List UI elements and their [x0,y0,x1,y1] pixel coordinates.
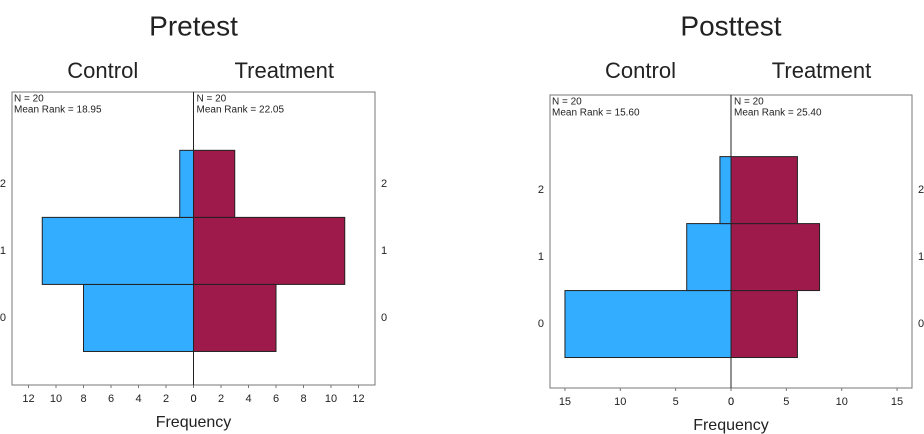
x-axis-label: Frequency [156,414,232,431]
y-tick-label: 0 [538,318,544,330]
x-tick-label: 15 [559,396,571,408]
y-tick-label: 0 [918,318,924,330]
x-tick-label: 4 [245,393,251,405]
x-tick-label: 8 [80,393,86,405]
group-label: Control [605,58,676,83]
bar [41,216,194,285]
y-tick-label: 1 [0,245,6,257]
x-tick-label: 5 [783,396,789,408]
group-label: Treatment [235,58,334,83]
x-tick-label: 2 [218,393,224,405]
bar [179,149,194,218]
bar [193,216,346,285]
annotation: N = 20 [734,97,764,108]
x-tick-label: 0 [728,396,734,408]
bar [193,283,277,352]
chart-title: Posttest [680,10,781,41]
bar [719,156,732,225]
x-tick-label: 12 [352,393,364,405]
y-tick-label: 0 [381,312,387,324]
annotation: Mean Rank = 25.40 [734,108,822,119]
x-tick-label: 12 [22,393,34,405]
annotation: Mean Rank = 18.95 [14,105,102,116]
y-tick-label: 2 [0,178,6,190]
bar [564,290,732,359]
y-tick-label: 1 [381,245,387,257]
chart-title: Pretest [149,10,238,41]
group-label: Control [67,58,138,83]
x-tick-label: 5 [673,396,679,408]
bar [730,223,821,292]
annotation: N = 20 [552,97,582,108]
y-tick-label: 1 [918,251,924,263]
x-tick-label: 2 [163,393,169,405]
x-tick-label: 10 [50,393,62,405]
bar [730,290,798,359]
x-tick-label: 10 [325,393,337,405]
annotation: Mean Rank = 15.60 [552,108,640,119]
annotation: N = 20 [197,94,227,105]
x-tick-label: 0 [190,393,196,405]
x-axis-label: Frequency [693,417,769,434]
annotation: N = 20 [14,94,44,105]
y-tick-label: 2 [918,184,924,196]
x-tick-label: 6 [273,393,279,405]
bar [686,223,732,292]
bar [83,283,194,352]
x-tick-label: 10 [836,396,848,408]
annotation: Mean Rank = 22.05 [197,105,285,116]
x-tick-label: 15 [891,396,903,408]
x-tick-label: 4 [135,393,141,405]
x-tick-label: 0 [190,393,196,405]
x-tick-label: 0 [728,396,734,408]
y-tick-label: 2 [381,178,387,190]
x-tick-label: 10 [614,396,626,408]
y-tick-label: 2 [538,184,544,196]
y-tick-label: 1 [538,251,544,263]
bar [730,156,798,225]
group-label: Treatment [772,58,871,83]
bar [193,149,236,218]
x-tick-label: 6 [108,393,114,405]
y-tick-label: 0 [0,312,6,324]
x-tick-label: 8 [300,393,306,405]
